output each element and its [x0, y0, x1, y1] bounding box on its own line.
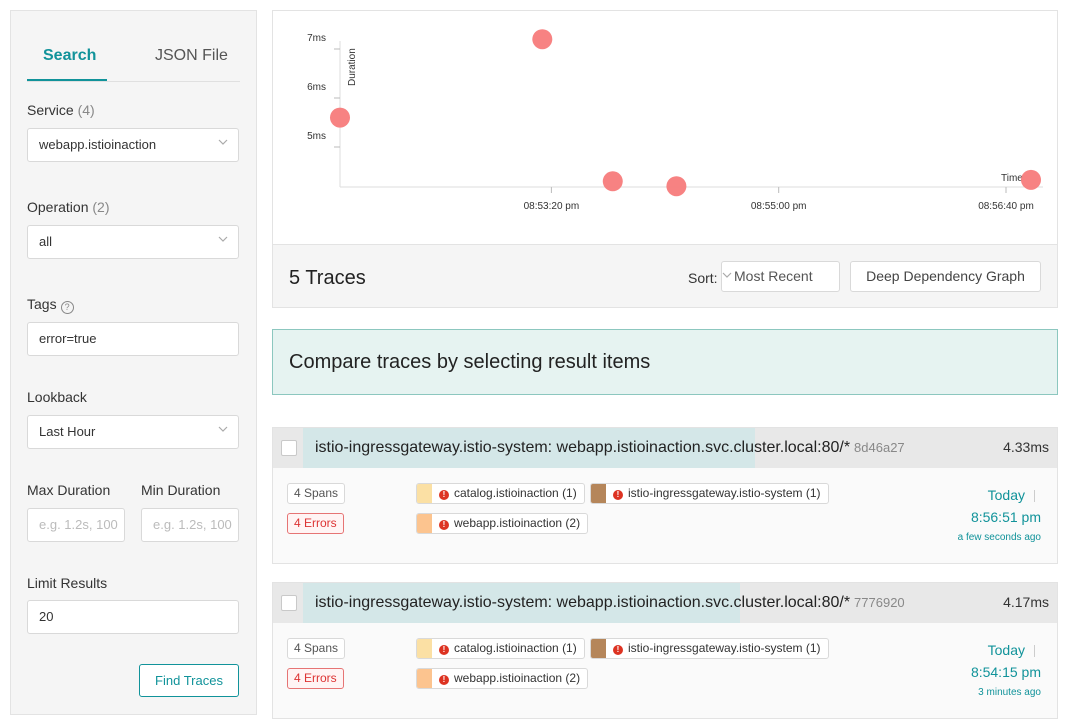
- limit-results-input[interactable]: 20: [27, 600, 239, 634]
- x-tick-label: 08:53:20 pm: [524, 201, 580, 212]
- find-traces-button[interactable]: Find Traces: [139, 664, 239, 697]
- errors-badge: 4 Errors: [287, 513, 344, 534]
- service-tag-webapp: ! webapp.istioinaction (2): [416, 513, 589, 534]
- trace-id: 7776920: [854, 595, 905, 610]
- sort-select[interactable]: Most Recent: [721, 261, 840, 292]
- trace-title[interactable]: istio-ingressgateway.istio-system: webap…: [315, 594, 905, 611]
- active-tab-indicator: [27, 79, 107, 81]
- scatter-chart-panel: 5ms 6ms 7ms 08:53:20 pm 08:55:00 pm 08:56:40…: [272, 10, 1058, 308]
- limit-results-label: Limit Results: [27, 575, 108, 591]
- spans-badge: 4 Spans: [287, 483, 346, 504]
- trace-select-checkbox[interactable]: [281, 595, 297, 611]
- sort-value: Most Recent: [734, 268, 813, 284]
- divider: [1034, 490, 1035, 502]
- deep-dependency-graph-button[interactable]: Deep Dependency Graph: [850, 261, 1041, 292]
- trace-day: Today: [987, 642, 1025, 658]
- error-icon: !: [439, 490, 449, 500]
- min-duration-label: Min Duration: [141, 482, 221, 498]
- service-label: Service (4): [27, 102, 95, 118]
- chevron-down-icon: [218, 426, 228, 432]
- trace-time: 8:56:51 pm: [970, 509, 1041, 525]
- traces-count: 5 Traces: [289, 267, 366, 289]
- x-tick-label: 08:55:00 pm: [751, 201, 807, 212]
- trace-id: 8d46a27: [854, 440, 905, 455]
- error-icon: !: [439, 645, 449, 655]
- chevron-down-icon: [218, 236, 228, 242]
- y-tick-label: 5ms: [307, 131, 326, 142]
- service-tag-gateway: ! istio-ingressgateway.istio-system (1): [590, 483, 829, 504]
- chevron-down-icon: [722, 272, 732, 278]
- error-icon: !: [439, 675, 449, 685]
- lookback-select[interactable]: Last Hour: [27, 415, 239, 449]
- trace-day: Today: [987, 487, 1025, 503]
- trace-duration-bar: [303, 428, 755, 468]
- tab-json-file[interactable]: JSON File: [155, 47, 228, 64]
- trace-point[interactable]: [1021, 169, 1041, 190]
- duration-scatter-chart: 5ms 6ms 7ms 08:53:20 pm 08:55:00 pm 08:56:40…: [307, 29, 1043, 212]
- service-tag-catalog: ! catalog.istioinaction (1): [416, 483, 585, 504]
- service-select[interactable]: webapp.istioinaction: [27, 128, 239, 162]
- lookback-value: Last Hour: [39, 424, 96, 439]
- tags-label: Tags?: [27, 296, 74, 314]
- trace-time: 8:54:15 pm: [970, 664, 1041, 680]
- results-header: 5 Traces Sort: Most Recent Deep Dependen…: [273, 244, 1057, 307]
- sort-label: Sort:: [688, 270, 718, 286]
- error-icon: !: [613, 645, 623, 655]
- trace-duration: 4.33ms: [1003, 439, 1049, 455]
- compare-text: Compare traces by selecting result items: [289, 351, 651, 373]
- trace-item[interactable]: istio-ingressgateway.istio-system: webap…: [272, 582, 1058, 719]
- compare-banner: Compare traces by selecting result items: [272, 329, 1058, 395]
- tab-search[interactable]: Search: [43, 47, 97, 64]
- x-axis-label: Time: [1001, 173, 1023, 184]
- lookback-label: Lookback: [27, 389, 87, 405]
- operation-count: (2): [92, 199, 110, 215]
- min-duration-input[interactable]: e.g. 1.2s, 100: [141, 508, 239, 542]
- trace-point[interactable]: [666, 176, 687, 197]
- service-count: (4): [77, 102, 95, 118]
- max-duration-label: Max Duration: [27, 482, 111, 498]
- service-value: webapp.istioinaction: [39, 137, 157, 152]
- trace-point[interactable]: [532, 29, 553, 50]
- max-duration-input[interactable]: e.g. 1.2s, 100: [27, 508, 125, 542]
- service-tag-webapp: ! webapp.istioinaction (2): [416, 668, 589, 689]
- trace-header[interactable]: istio-ingressgateway.istio-system: webap…: [273, 428, 1057, 468]
- trace-title[interactable]: istio-ingressgateway.istio-system: webap…: [315, 439, 905, 456]
- service-tag-gateway: ! istio-ingressgateway.istio-system (1): [590, 638, 829, 659]
- spans-badge: 4 Spans: [287, 638, 346, 659]
- search-tabs: Search JSON File: [27, 11, 240, 82]
- trace-select-checkbox[interactable]: [281, 440, 297, 456]
- trace-duration: 4.17ms: [1003, 594, 1049, 610]
- help-icon[interactable]: ?: [60, 301, 74, 314]
- trace-relative-time: a few seconds ago: [957, 532, 1041, 543]
- y-tick-label: 7ms: [307, 33, 326, 44]
- search-sidebar: Search JSON File Service (4) webapp.isti…: [10, 10, 257, 715]
- x-tick-label: 08:56:40 pm: [978, 201, 1034, 212]
- chevron-down-icon: [218, 139, 228, 145]
- error-icon: !: [439, 520, 449, 530]
- trace-point[interactable]: [330, 107, 350, 128]
- error-icon: !: [613, 490, 623, 500]
- errors-badge: 4 Errors: [287, 668, 344, 689]
- trace-duration-bar: [303, 583, 740, 623]
- operation-label: Operation (2): [27, 199, 110, 215]
- divider: [1034, 645, 1035, 657]
- y-tick-label: 6ms: [307, 82, 326, 93]
- trace-relative-time: 3 minutes ago: [978, 687, 1041, 698]
- service-tag-catalog: ! catalog.istioinaction (1): [416, 638, 585, 659]
- operation-select[interactable]: all: [27, 225, 239, 259]
- y-axis-label: Duration: [347, 48, 358, 86]
- operation-value: all: [39, 234, 53, 249]
- trace-item[interactable]: istio-ingressgateway.istio-system: webap…: [272, 427, 1058, 564]
- trace-point[interactable]: [602, 171, 623, 192]
- trace-header[interactable]: istio-ingressgateway.istio-system: webap…: [273, 583, 1057, 623]
- tags-input[interactable]: error=true: [27, 322, 239, 356]
